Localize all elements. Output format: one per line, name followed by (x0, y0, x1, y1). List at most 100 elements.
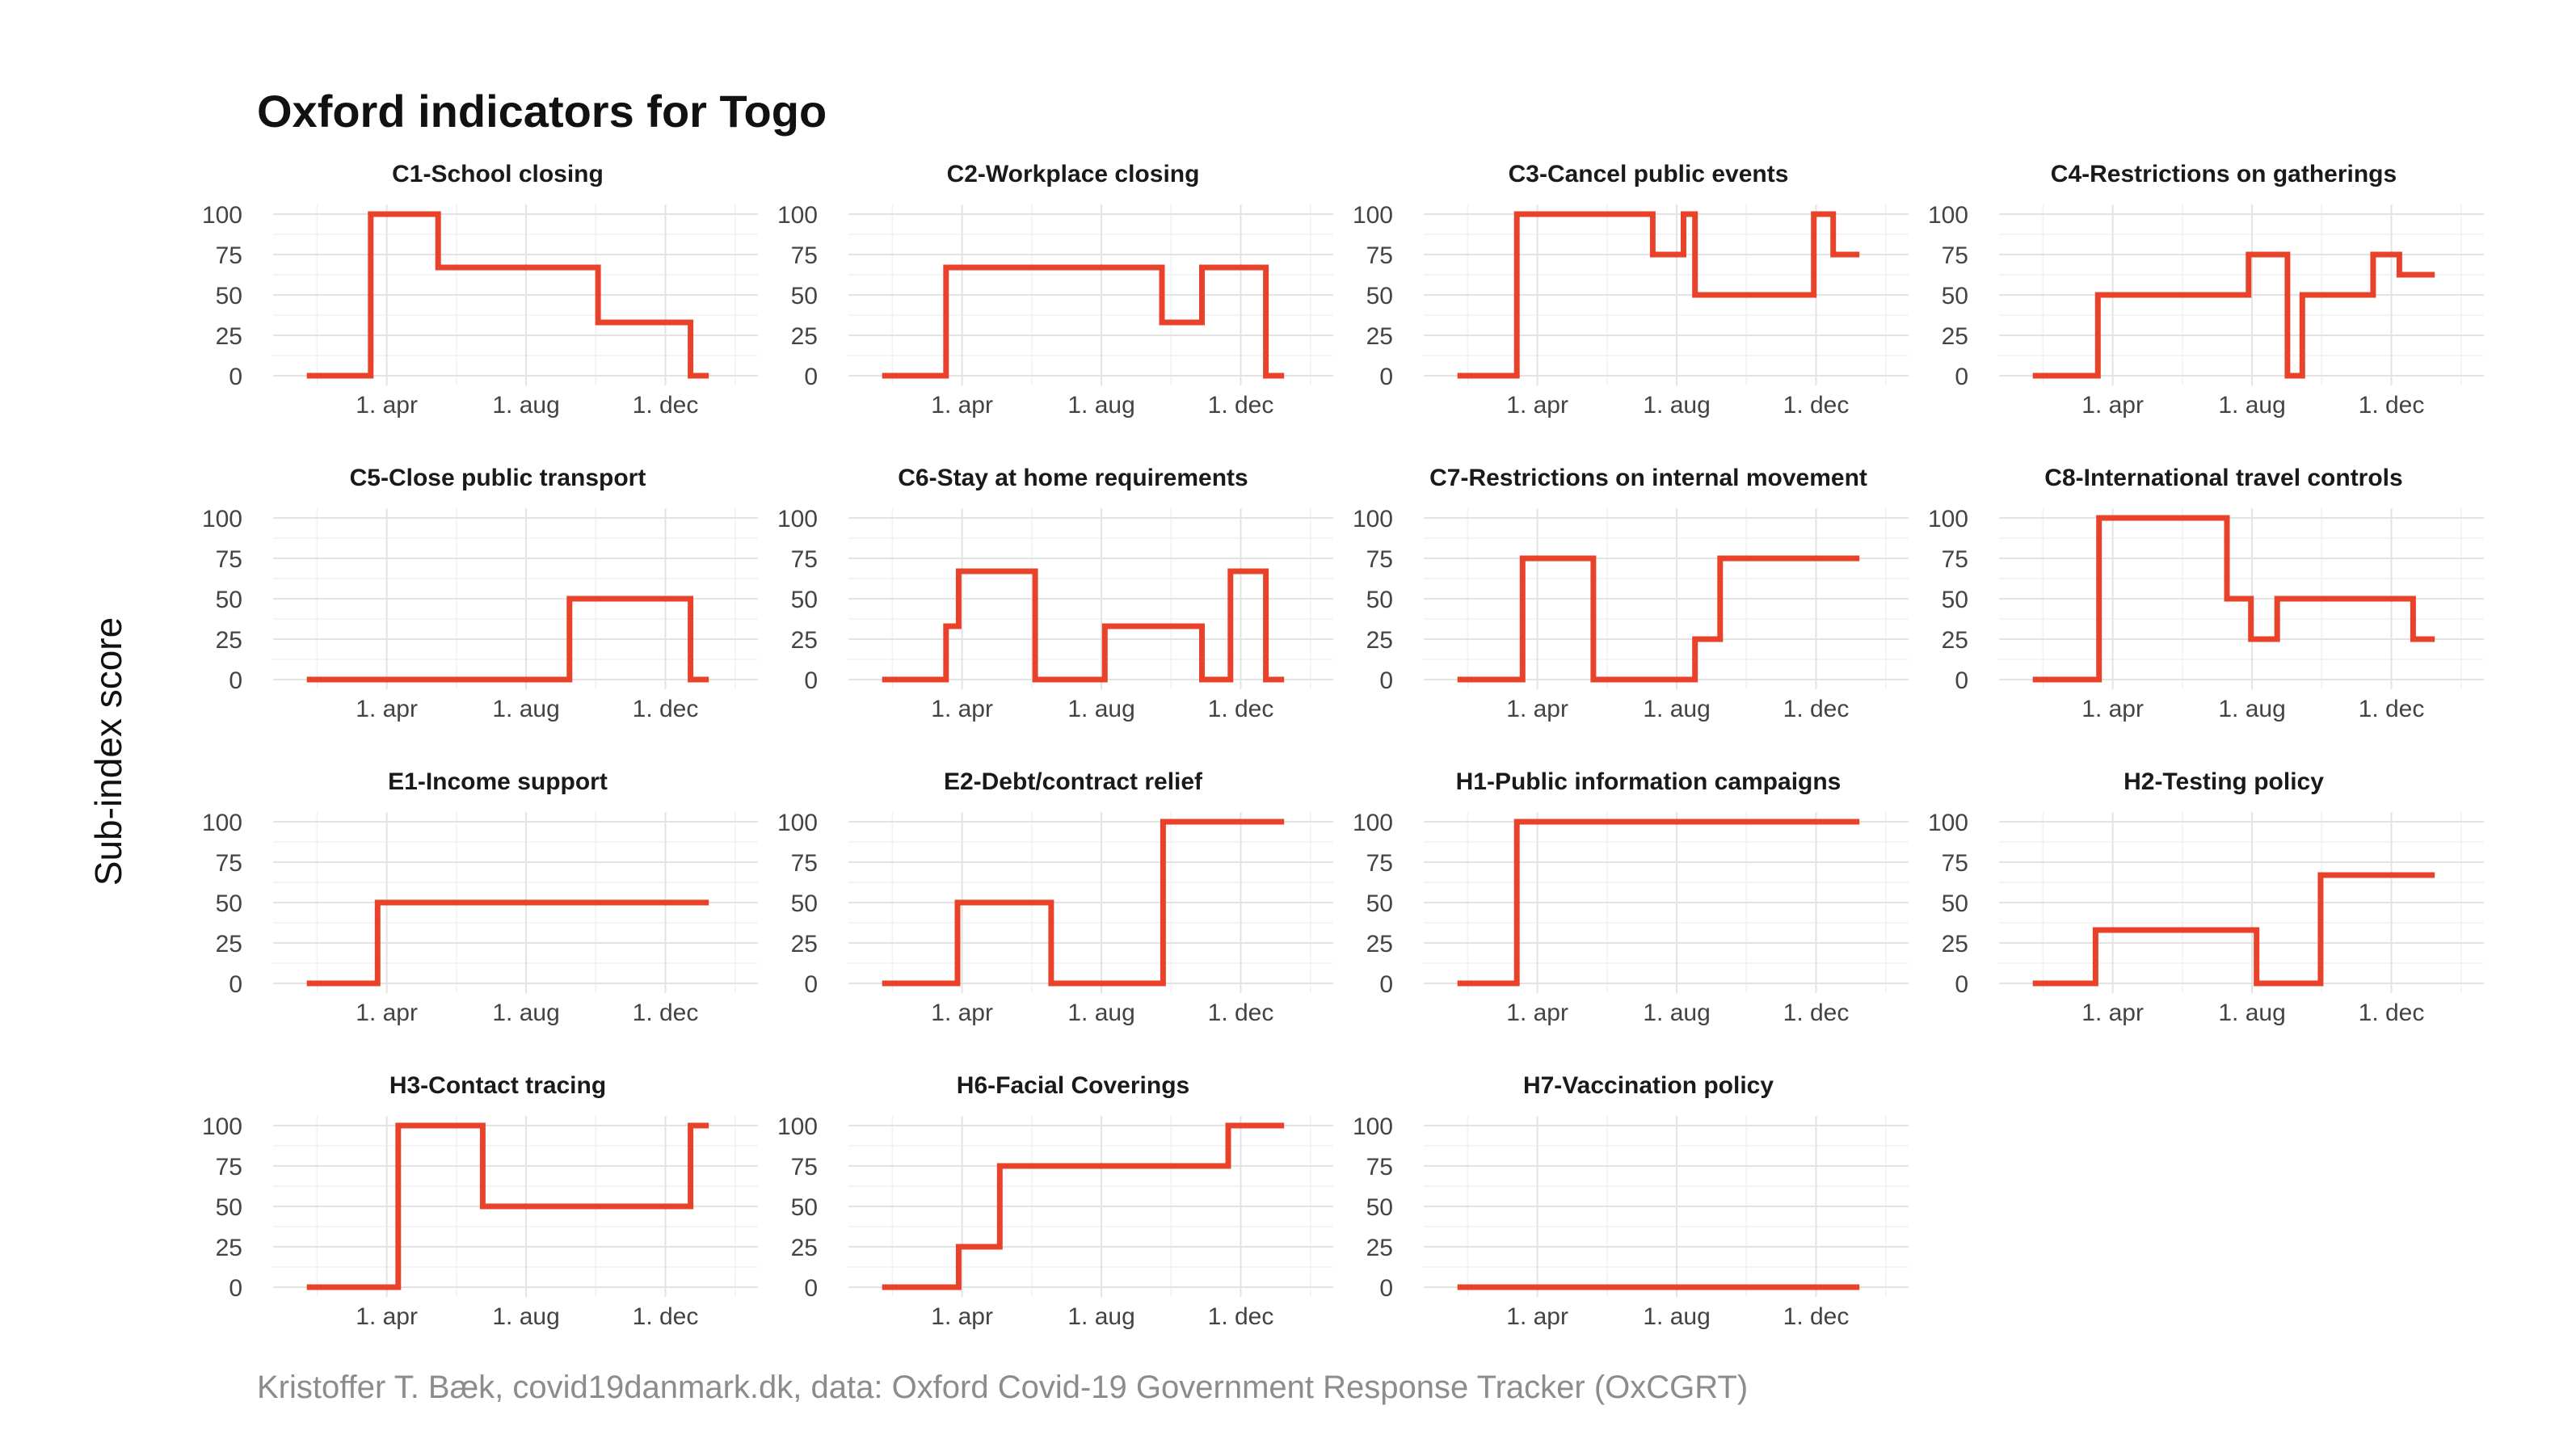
y-tick-label: 75 (1942, 242, 1968, 269)
y-tick-label: 0 (1955, 667, 1968, 694)
panel-title: C2-Workplace closing (947, 161, 1200, 187)
x-tick-label: 1. apr (2081, 392, 2144, 419)
y-tick-label: 50 (791, 890, 818, 917)
y-tick-label: 100 (202, 202, 242, 229)
y-tick-label: 25 (791, 323, 818, 350)
x-tick-label: 1. dec (633, 1000, 699, 1026)
x-tick-label: 1. dec (633, 696, 699, 722)
y-tick-label: 50 (216, 587, 242, 613)
y-tick-label: 75 (791, 546, 818, 573)
y-tick-label: 75 (1942, 850, 1968, 877)
x-tick-label: 1. apr (356, 392, 418, 419)
y-tick-label: 75 (1366, 242, 1393, 269)
y-tick-label: 75 (216, 546, 242, 573)
x-tick-label: 1. dec (2359, 696, 2425, 722)
series-line (882, 819, 1285, 987)
y-tick-label: 100 (1353, 506, 1393, 532)
series-line (306, 899, 709, 987)
y-tick-label: 75 (1366, 546, 1393, 573)
facet-panel: 0 25 50 75 100 1. apr 1. aug 1. dec C6-Stay at h… (777, 465, 1333, 722)
x-tick-label: 1. aug (1643, 392, 1710, 419)
panel-title: H7-Vaccination policy (1523, 1072, 1774, 1099)
series-line (306, 211, 709, 379)
y-tick-label: 100 (777, 1113, 818, 1140)
y-tick-label: 75 (1942, 546, 1968, 573)
y-tick-label: 50 (216, 283, 242, 309)
y-tick-label: 50 (1366, 890, 1393, 917)
y-tick-label: 25 (216, 1235, 242, 1261)
y-tick-label: 75 (216, 242, 242, 269)
y-tick-label: 50 (1942, 283, 1968, 309)
x-tick-label: 1. apr (1506, 1000, 1568, 1026)
x-tick-label: 1. aug (1067, 1303, 1134, 1330)
y-tick-label: 0 (229, 971, 242, 998)
series-line (1457, 555, 1860, 683)
series-line (2032, 872, 2435, 987)
x-tick-label: 1. apr (931, 696, 993, 722)
facet-panel: 0 25 50 75 100 1. apr 1. aug 1. dec C1-School cl… (202, 161, 758, 419)
panel-title: C5-Close public transport (350, 465, 646, 491)
panel-title: E2-Debt/contract relief (944, 768, 1203, 795)
x-tick-label: 1. apr (931, 392, 993, 419)
y-tick-label: 25 (791, 627, 818, 654)
y-tick-label: 50 (1366, 587, 1393, 613)
x-tick-label: 1. dec (1783, 392, 1850, 419)
y-tick-label: 25 (1942, 931, 1968, 958)
x-tick-label: 1. apr (356, 1000, 418, 1026)
x-tick-label: 1. apr (931, 1303, 993, 1330)
chart-caption: Kristoffer T. Bæk, covid19danmark.dk, da… (257, 1370, 1748, 1405)
panel-title: C8-International travel controls (2044, 465, 2402, 491)
panel-title: C6-Stay at home requirements (898, 465, 1248, 491)
y-tick-label: 100 (777, 202, 818, 229)
panel-title: C1-School closing (392, 161, 604, 187)
chart-title: Oxford indicators for Togo (257, 86, 827, 137)
facet-panel: 0 25 50 75 100 1. apr 1. aug 1. dec C4-Restricti… (1928, 161, 2484, 419)
y-tick-label: 75 (791, 850, 818, 877)
series-line (1457, 211, 1860, 379)
y-tick-label: 0 (804, 1275, 818, 1302)
y-tick-label: 100 (202, 810, 242, 836)
x-tick-label: 1. aug (492, 696, 559, 722)
y-tick-label: 0 (229, 667, 242, 694)
panel-title: H6-Facial Coverings (957, 1072, 1189, 1099)
facet-panels: 0 25 50 75 100 1. apr 1. aug 1. dec C1-School cl… (202, 161, 2484, 1330)
y-tick-label: 75 (791, 1154, 818, 1181)
y-tick-label: 75 (216, 850, 242, 877)
x-tick-label: 1. dec (1208, 1303, 1274, 1330)
panel-title: C7-Restrictions on internal movement (1429, 465, 1867, 491)
facet-panel: 0 25 50 75 100 1. apr 1. aug 1. dec C7-Restricti… (1353, 465, 1909, 722)
y-tick-label: 0 (229, 364, 242, 390)
y-tick-label: 50 (216, 1194, 242, 1221)
x-tick-label: 1. apr (2081, 696, 2144, 722)
x-tick-label: 1. dec (633, 1303, 699, 1330)
y-tick-label: 0 (1379, 971, 1393, 998)
y-tick-label: 25 (791, 931, 818, 958)
y-tick-label: 25 (791, 1235, 818, 1261)
y-tick-label: 0 (1955, 971, 1968, 998)
x-tick-label: 1. dec (1208, 1000, 1274, 1026)
x-tick-label: 1. apr (1506, 696, 1568, 722)
x-tick-label: 1. dec (2359, 1000, 2425, 1026)
y-tick-label: 100 (1353, 810, 1393, 836)
x-tick-label: 1. aug (1067, 392, 1134, 419)
y-tick-label: 100 (1353, 1113, 1393, 1140)
x-tick-label: 1. dec (1783, 696, 1850, 722)
x-tick-label: 1. aug (2218, 696, 2285, 722)
x-tick-label: 1. dec (2359, 392, 2425, 419)
facet-panel: 0 25 50 75 100 1. apr 1. aug 1. dec H6-Facial Co… (777, 1072, 1333, 1330)
series-line (2032, 251, 2435, 379)
x-tick-label: 1. apr (1506, 392, 1568, 419)
y-tick-label: 75 (1366, 1154, 1393, 1181)
y-tick-label: 50 (1366, 1194, 1393, 1221)
y-tick-label: 100 (1353, 202, 1393, 229)
x-tick-label: 1. aug (2218, 392, 2285, 419)
x-tick-label: 1. dec (1208, 696, 1274, 722)
x-tick-label: 1. aug (1067, 696, 1134, 722)
y-tick-label: 0 (804, 971, 818, 998)
y-tick-label: 0 (804, 667, 818, 694)
y-tick-label: 100 (1928, 202, 1968, 229)
x-tick-label: 1. aug (492, 1303, 559, 1330)
y-tick-label: 50 (1942, 890, 1968, 917)
y-tick-label: 50 (1942, 587, 1968, 613)
y-tick-label: 75 (216, 1154, 242, 1181)
